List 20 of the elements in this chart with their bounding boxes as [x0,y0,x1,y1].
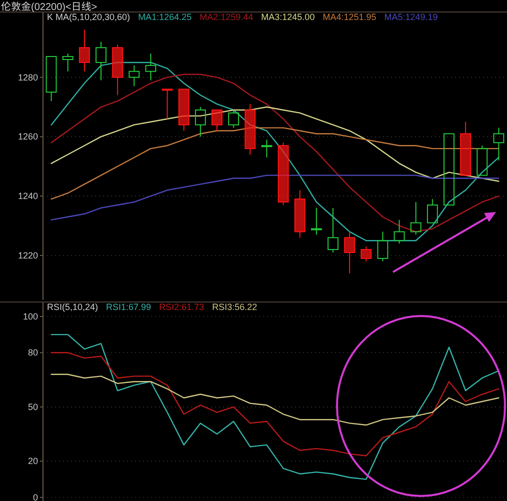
y-tick-label: 1220 [18,250,38,260]
y-tick-label: 50 [28,402,38,412]
text: RSI2:61.73 [159,302,204,312]
text: MA3:1245.00 [261,12,315,22]
y-tick-label: 1260 [18,132,38,142]
y-tick-label: 1240 [18,191,38,202]
text: MA1:1264.25 [138,12,192,22]
y-tick-label: 0 [32,492,38,501]
y-tick-label: 1280 [18,72,38,82]
legend-title: RSI(5,10,24) [47,302,98,312]
text: MA4:1251.95 [322,12,376,22]
y-tick-label: 80 [28,348,38,358]
text: MA2:1259.44 [200,12,254,22]
y-tick-label: 20 [28,456,38,466]
text: RSI1:67.99 [106,302,152,312]
chart-title: 伦敦金(02200)<日线> [1,1,98,13]
text: RSI3:56.22 [212,302,258,312]
legend-title: K MA(5,10,20,30,60) [47,12,130,22]
text: MA5:1249.19 [384,12,438,22]
y-tick-label: 100 [22,311,38,322]
